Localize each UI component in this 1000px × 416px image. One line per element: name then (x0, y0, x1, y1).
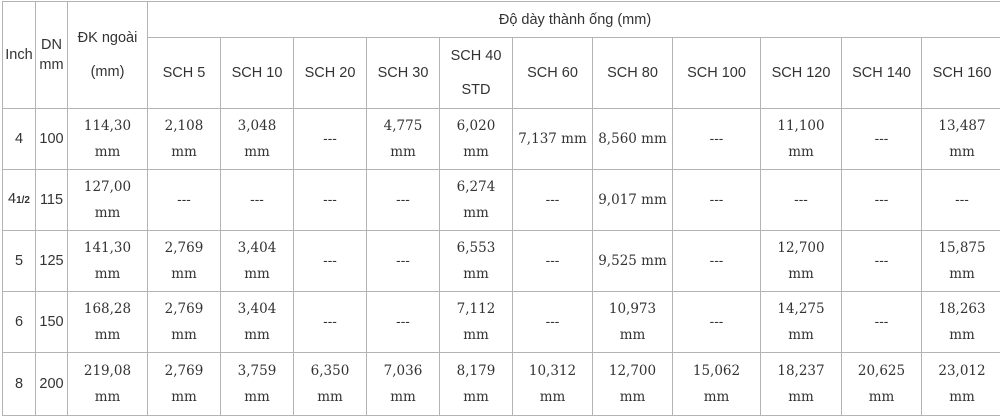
header-inch: Inch (3, 2, 36, 109)
cell-thickness: --- (673, 231, 761, 292)
cell-thickness: --- (221, 170, 294, 231)
header-outer-diameter: ĐK ngoài(mm) (68, 2, 148, 109)
header-schedule: SCH 120 (761, 38, 842, 109)
cell-thickness: 9,017 mm (593, 170, 673, 231)
header-schedule: SCH 20 (294, 38, 367, 109)
header-schedule: SCH 160 (922, 38, 1000, 109)
header-schedule: SCH 60 (513, 38, 593, 109)
cell-thickness: --- (842, 231, 922, 292)
cell-thickness: --- (367, 292, 440, 353)
header-wall-thickness-group: Độ dày thành ống (mm) (148, 2, 1000, 38)
cell-inch: 41/2 (3, 170, 36, 231)
cell-inch: 6 (3, 292, 36, 353)
cell-thickness: 7,137 mm (513, 109, 593, 170)
cell-dn: 200 (36, 353, 68, 416)
cell-thickness: --- (294, 109, 367, 170)
header-schedule: SCH 5 (148, 38, 221, 109)
header-schedule: SCH 80 (593, 38, 673, 109)
cell-thickness: --- (367, 231, 440, 292)
cell-thickness: --- (842, 109, 922, 170)
header-schedule: SCH 140 (842, 38, 922, 109)
cell-thickness: --- (673, 292, 761, 353)
cell-dn: 150 (36, 292, 68, 353)
header-schedule: SCH 100 (673, 38, 761, 109)
cell-thickness: 9,525 mm (593, 231, 673, 292)
cell-dn: 125 (36, 231, 68, 292)
cell-thickness: --- (761, 170, 842, 231)
cell-thickness: --- (294, 292, 367, 353)
cell-thickness: --- (922, 170, 1000, 231)
cell-thickness: --- (294, 170, 367, 231)
cell-dn: 115 (36, 170, 68, 231)
cell-thickness: --- (513, 231, 593, 292)
cell-thickness: --- (513, 170, 593, 231)
cell-thickness: --- (513, 292, 593, 353)
cell-thickness: --- (842, 292, 922, 353)
cell-thickness: 8,560 mm (593, 109, 673, 170)
cell-thickness: --- (673, 109, 761, 170)
header-schedule: SCH 10 (221, 38, 294, 109)
cell-dn: 100 (36, 109, 68, 170)
cell-inch: 8 (3, 353, 36, 416)
cell-inch: 5 (3, 231, 36, 292)
cell-thickness: --- (842, 170, 922, 231)
cell-thickness: --- (673, 170, 761, 231)
cell-thickness: --- (148, 170, 221, 231)
header-schedule: SCH 30 (367, 38, 440, 109)
cell-thickness: --- (367, 170, 440, 231)
cell-thickness: --- (294, 231, 367, 292)
cell-inch: 4 (3, 109, 36, 170)
